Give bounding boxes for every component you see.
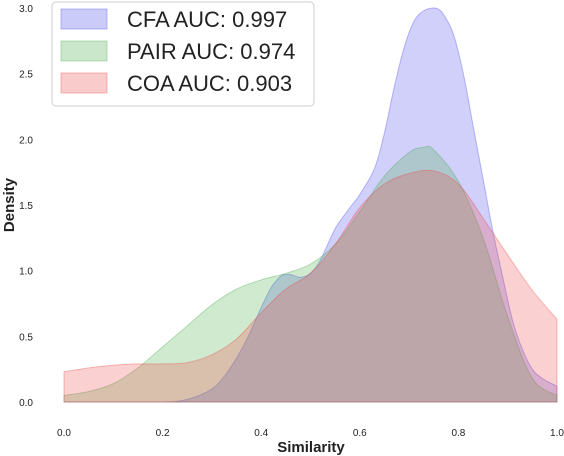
legend: CFA AUC: 0.997 PAIR AUC: 0.974 COA AUC: 0.… [51,1,315,107]
x-tick-label: 1.0 [550,428,564,439]
y-tick-label: 1.0 [19,267,33,278]
y-tick-label: 0.0 [19,398,33,409]
x-tick-label: 0.6 [353,428,367,439]
density-area-coa [63,169,558,403]
density-areas [63,7,558,403]
y-tick-label: 3.0 [19,4,33,15]
x-axis-label: Similarity [277,439,345,456]
legend-frame [51,1,315,107]
legend-label-pair: PAIR AUC: 0.974 [127,39,295,64]
y-tick-label: 0.5 [19,332,33,343]
x-tick-label: 0.8 [451,428,465,439]
x-tick-label: 0.0 [57,428,71,439]
x-tick-label: 0.2 [156,428,170,439]
legend-swatch-pair [60,40,108,62]
y-tick-label: 1.5 [19,201,33,212]
y-axis-ticks: 0.0 0.5 1.0 1.5 2.0 2.5 3.0 [19,4,33,409]
density-area-pair [63,145,558,403]
x-tick-label: 0.4 [254,428,268,439]
legend-label-coa: COA AUC: 0.903 [127,71,292,96]
legend-label-cfa: CFA AUC: 0.997 [127,7,287,32]
legend-swatch-cfa [60,8,108,30]
y-axis-label: Density [1,177,18,232]
density-area-cfa [64,7,558,403]
y-tick-label: 2.0 [19,135,33,146]
y-tick-label: 2.5 [19,70,33,81]
x-axis-ticks: 0.0 0.2 0.4 0.6 0.8 1.0 [57,428,564,439]
legend-swatch-coa [60,72,108,94]
